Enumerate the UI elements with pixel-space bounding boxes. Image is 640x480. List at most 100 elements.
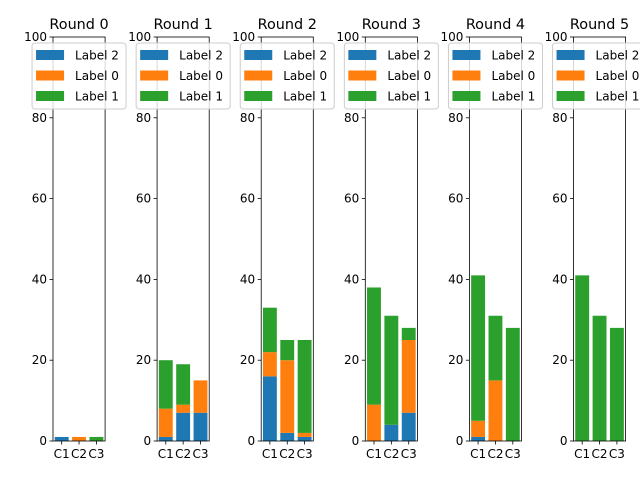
bar-label-0-c1 xyxy=(262,352,277,377)
legend: Label 2 Label 0 Label 1 xyxy=(447,42,543,110)
bar-label-0-c2 xyxy=(280,360,295,433)
y-tick-label: 0 xyxy=(456,434,464,448)
legend-swatch xyxy=(140,70,169,81)
x-tick-label: C2 xyxy=(279,447,295,461)
legend-entry-label: Label 0 xyxy=(596,69,640,83)
legend-swatch xyxy=(556,50,585,60)
bar-label-1-c2 xyxy=(488,315,503,381)
x-tick-label: C3 xyxy=(297,447,313,461)
y-tick-label: 20 xyxy=(240,353,255,367)
legend-swatch xyxy=(348,91,377,101)
legend-entry-label: Label 1 xyxy=(491,90,535,104)
legend-entry-label: Label 0 xyxy=(491,69,535,83)
bar-label-1-c1 xyxy=(262,307,277,353)
legend-entry-label: Label 2 xyxy=(179,49,223,63)
x-tick-label: C1 xyxy=(54,447,70,461)
y-tick-label: 80 xyxy=(448,111,463,125)
x-tick-label: C3 xyxy=(88,447,104,461)
bar-label-2-c3 xyxy=(401,412,416,441)
bar-label-0-c3 xyxy=(297,432,312,437)
y-tick-label: 20 xyxy=(552,353,567,367)
bar-label-0-c1 xyxy=(471,420,486,437)
panel-title: Round 4 xyxy=(466,17,525,33)
legend-entry-label: Label 1 xyxy=(75,90,119,104)
legend-entry-label: Label 2 xyxy=(75,49,119,63)
x-tick-label: C2 xyxy=(175,447,191,461)
legend-swatch xyxy=(36,91,65,101)
y-tick-label: 100 xyxy=(336,30,359,44)
panel-title: Round 3 xyxy=(362,17,421,33)
legend-entry-label: Label 0 xyxy=(283,69,327,83)
legend-entry-label: Label 0 xyxy=(179,69,223,83)
bar-label-1-c1 xyxy=(575,275,590,441)
axes-frame xyxy=(260,36,314,442)
legend-swatch xyxy=(244,50,273,60)
x-tick-label: C3 xyxy=(401,447,417,461)
x-tick-label: C3 xyxy=(609,447,625,461)
axes-frame xyxy=(156,36,210,442)
bar-label-2-c1 xyxy=(471,436,486,441)
axes-frame xyxy=(468,36,522,442)
y-tick-label: 40 xyxy=(448,272,463,286)
legend-entry-label: Label 2 xyxy=(387,49,431,63)
panel-title: Round 1 xyxy=(154,17,213,33)
y-tick-label: 0 xyxy=(560,434,568,448)
bar-label-0-c1 xyxy=(158,408,173,437)
y-tick-label: 80 xyxy=(552,111,567,125)
y-tick-label: 80 xyxy=(136,111,151,125)
axes-frame xyxy=(364,36,418,442)
legend: Label 2 Label 0 Label 1 xyxy=(343,42,439,110)
bar-label-2-c3 xyxy=(297,436,312,441)
legend: Label 2 Label 0 Label 1 xyxy=(552,42,640,110)
axes-frame xyxy=(573,36,626,442)
bar-label-0-c1 xyxy=(367,404,381,441)
x-tick-label: C3 xyxy=(193,447,209,461)
bar-label-0-c2 xyxy=(488,380,503,441)
bar-label-1-c2 xyxy=(176,364,191,405)
x-tick-label: C2 xyxy=(383,447,399,461)
legend-entry-label: Label 1 xyxy=(179,90,223,104)
x-tick-label: C2 xyxy=(71,447,87,461)
x-tick-label: C1 xyxy=(574,447,590,461)
panel-round-3: 0 20 40 60 80 100 C1 C2 C3 Label 2 Label 0 Label 1 R… xyxy=(336,17,439,461)
y-tick-label: 20 xyxy=(344,353,359,367)
legend-swatch xyxy=(452,91,481,101)
legend: Label 2 Label 0 Label 1 xyxy=(31,42,127,110)
y-tick-label: 0 xyxy=(39,434,47,448)
y-tick-label: 20 xyxy=(448,353,463,367)
legend-entry-label: Label 1 xyxy=(596,90,640,104)
y-tick-label: 100 xyxy=(128,30,151,44)
legend-entry-label: Label 2 xyxy=(283,49,327,63)
bar-label-2-c2 xyxy=(280,432,295,441)
bar-label-1-c1 xyxy=(158,360,173,409)
axes-frame xyxy=(52,36,106,442)
bar-label-0-c3 xyxy=(401,340,416,413)
bar-label-2-c1 xyxy=(262,376,277,441)
legend-swatch xyxy=(348,50,377,60)
panel-round-4: 0 20 40 60 80 100 C1 C2 C3 Label 2 Label 0 Label 1 R… xyxy=(440,17,543,461)
y-tick-label: 20 xyxy=(32,353,47,367)
x-tick-label: C1 xyxy=(262,447,278,461)
legend-entry-label: Label 1 xyxy=(283,90,327,104)
y-tick-label: 0 xyxy=(248,434,256,448)
y-tick-label: 60 xyxy=(448,192,463,206)
legend-entry-label: Label 1 xyxy=(387,90,431,104)
bar-label-0-c2 xyxy=(72,436,86,441)
y-tick-label: 60 xyxy=(32,192,47,206)
y-tick-label: 80 xyxy=(32,111,47,125)
y-tick-label: 80 xyxy=(344,111,359,125)
bar-label-1-c2 xyxy=(592,315,607,441)
y-tick-label: 80 xyxy=(240,111,255,125)
legend-entry-label: Label 0 xyxy=(387,69,431,83)
bar-label-1-c3 xyxy=(609,327,624,441)
y-tick-label: 60 xyxy=(136,192,151,206)
y-tick-label: 60 xyxy=(240,192,255,206)
bar-label-2-c1 xyxy=(54,436,69,441)
legend-swatch xyxy=(452,70,481,81)
legend-entry-label: Label 2 xyxy=(596,49,640,63)
bar-label-1-c1 xyxy=(367,287,381,405)
bar-label-1-c3 xyxy=(297,340,312,433)
bar-label-1-c1 xyxy=(471,275,486,421)
y-tick-label: 100 xyxy=(440,30,463,44)
panel-title: Round 0 xyxy=(49,17,108,33)
